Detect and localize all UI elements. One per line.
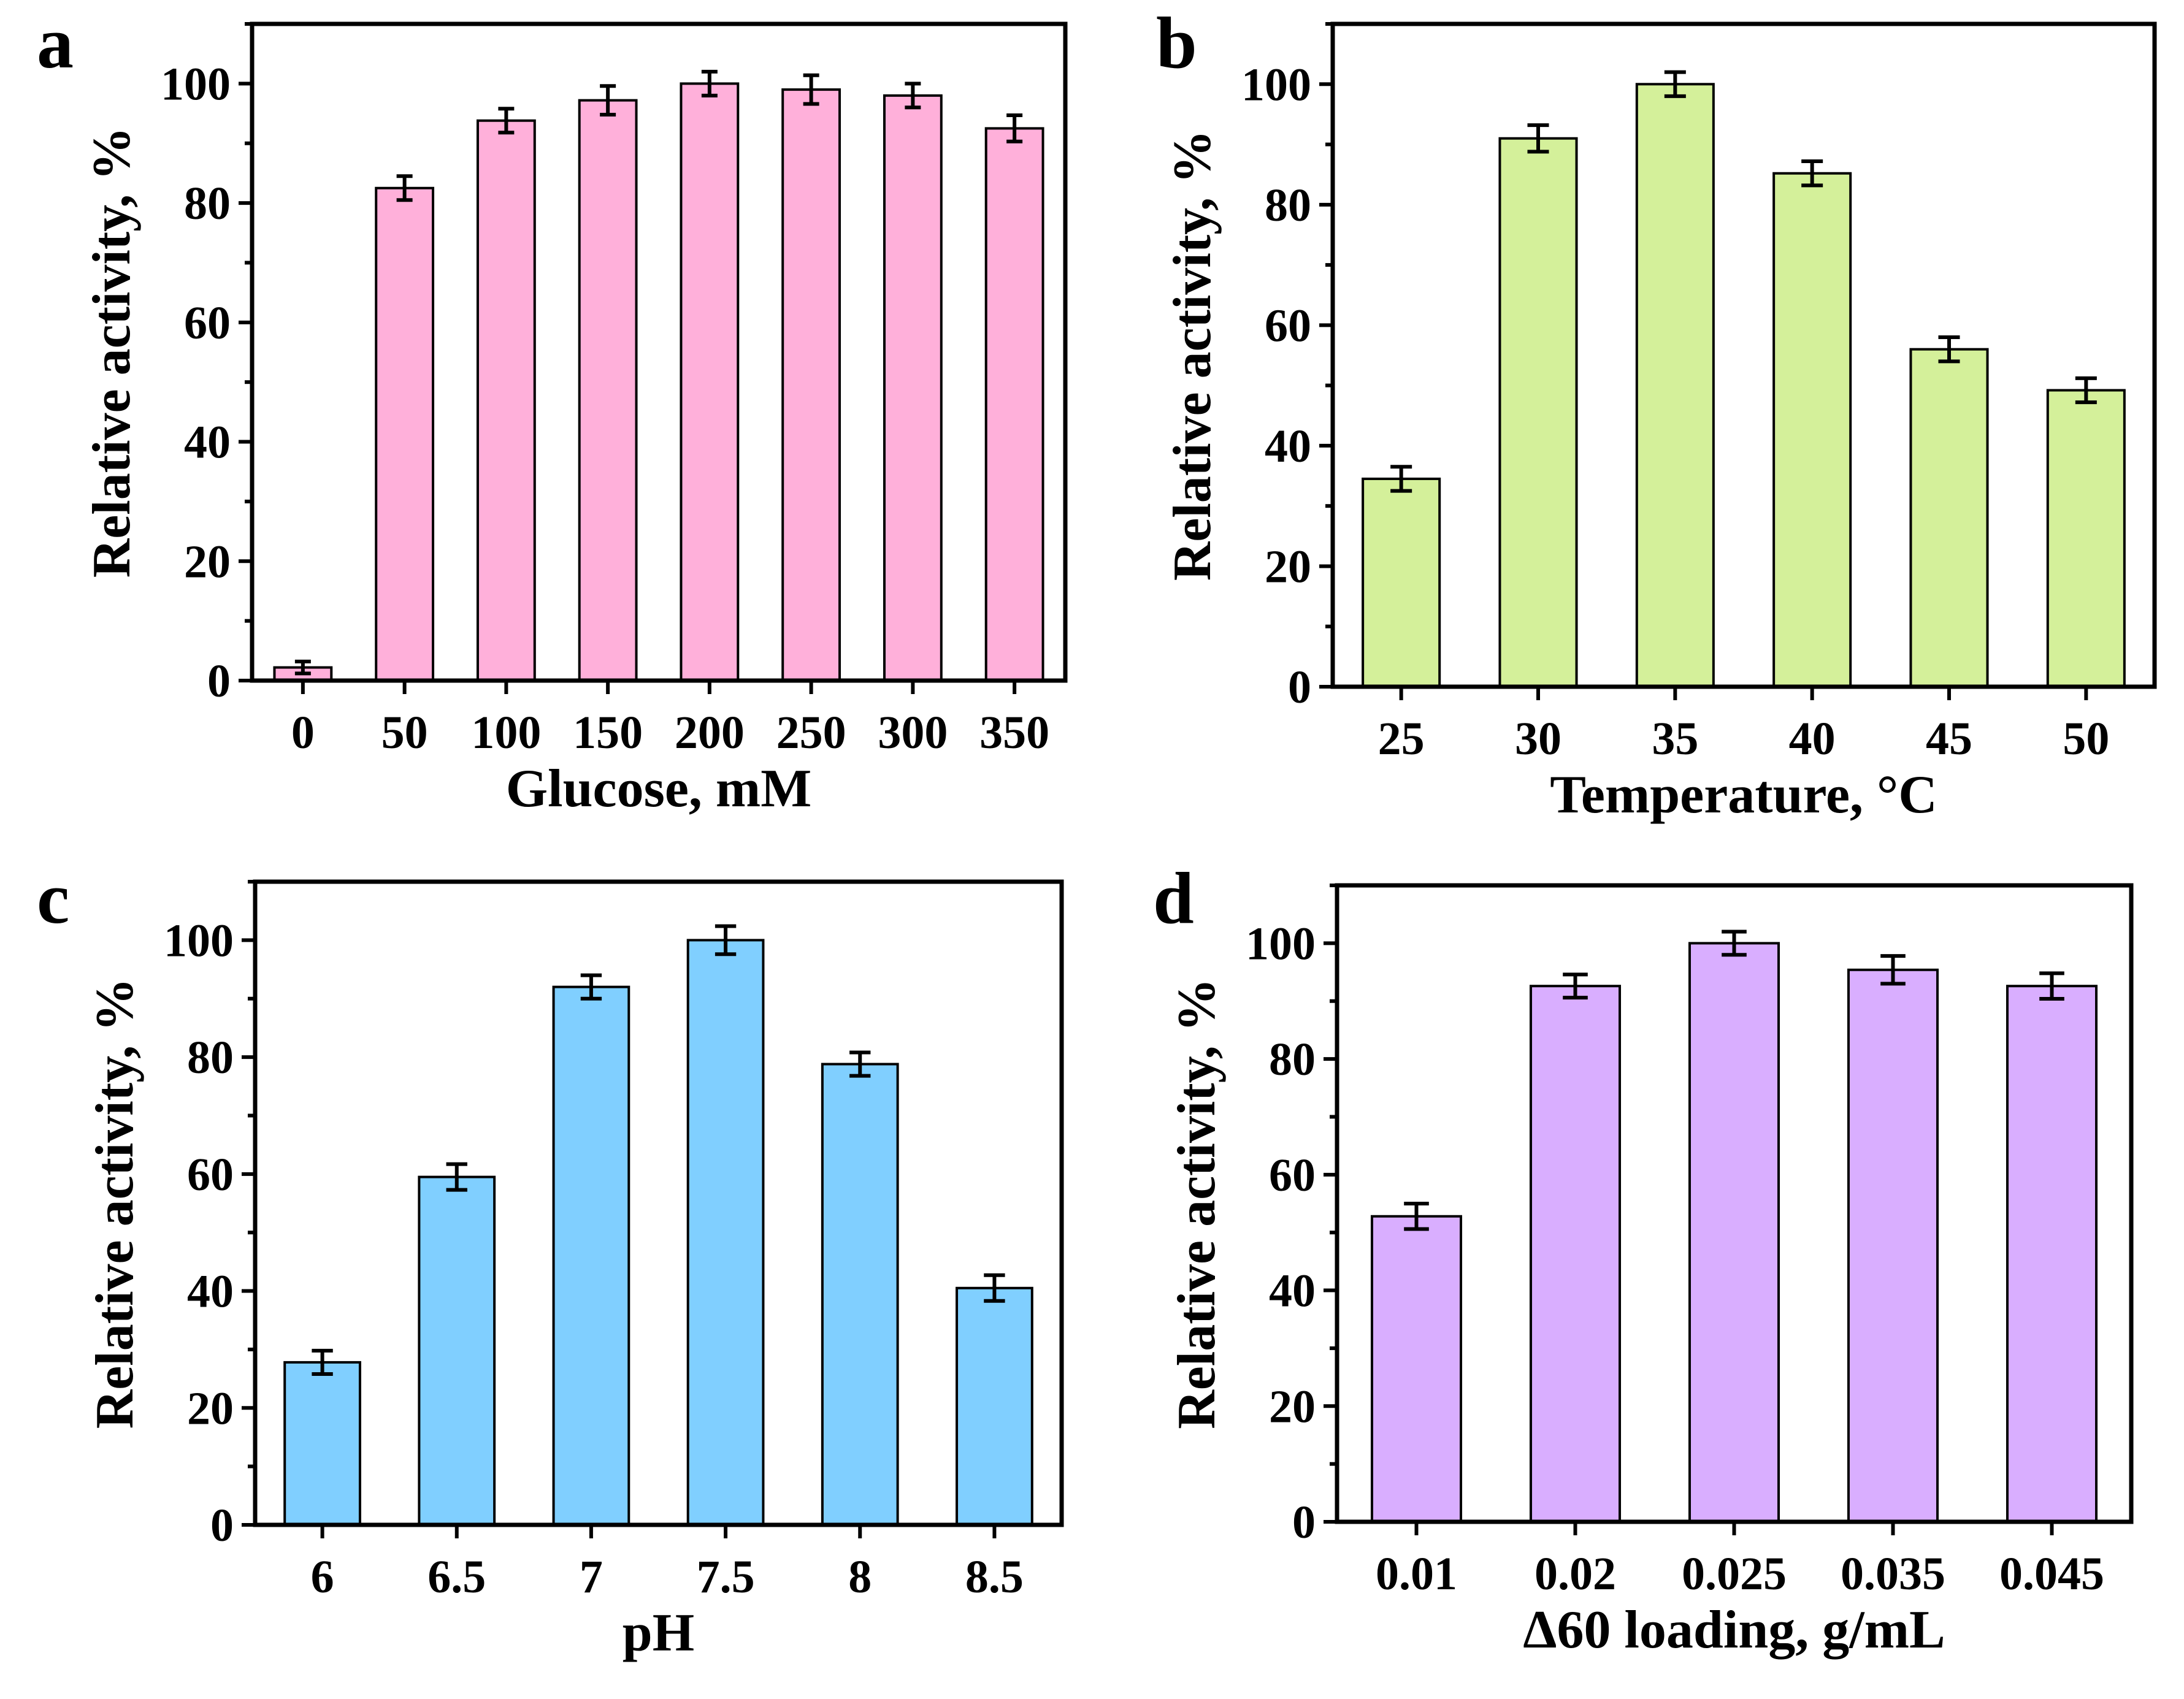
y-tick-label: 20 bbox=[184, 536, 231, 587]
y-tick-label: 80 bbox=[1269, 1034, 1316, 1085]
bar bbox=[686, 939, 765, 1526]
x-tick-label: 100 bbox=[471, 707, 541, 758]
x-tick-label: 30 bbox=[1515, 713, 1561, 765]
x-tick-label: 200 bbox=[675, 707, 745, 758]
y-tick-label: 40 bbox=[184, 417, 231, 468]
bar bbox=[1909, 348, 1989, 688]
bar bbox=[883, 94, 943, 682]
x-tick-label: 250 bbox=[776, 707, 846, 758]
y-tick-label: 60 bbox=[1269, 1150, 1316, 1201]
bar bbox=[2006, 985, 2098, 1523]
x-tick-label: 0.02 bbox=[1535, 1548, 1616, 1600]
y-tick-label: 60 bbox=[1265, 300, 1311, 351]
plot-frame bbox=[253, 879, 1064, 1527]
y-tick-label: 100 bbox=[164, 915, 234, 966]
bar bbox=[283, 1361, 361, 1527]
x-tick-label: 50 bbox=[2063, 713, 2109, 765]
x-tick-label: 0.025 bbox=[1682, 1548, 1787, 1600]
bar bbox=[418, 1175, 496, 1526]
bar bbox=[821, 1063, 899, 1526]
y-tick-label: 0 bbox=[1288, 662, 1311, 713]
x-tick-label: 8.5 bbox=[965, 1551, 1024, 1603]
x-tick-label: 300 bbox=[878, 707, 948, 758]
panel-letter: c bbox=[37, 857, 69, 939]
chart-panel-b: 25 30 35 40 45 50 0 20 40 60 80 100 Temperature, °C R… bbox=[1156, 2, 2157, 825]
plot-frame bbox=[250, 21, 1068, 683]
x-tick-label: 350 bbox=[979, 707, 1049, 758]
bar bbox=[476, 119, 536, 682]
plot-frame bbox=[1335, 883, 2134, 1524]
x-tick-label: 0.035 bbox=[1841, 1548, 1945, 1600]
chart-panel-c: 6 6.5 7 7.5 8 8.5 0 20 40 60 80 100 pH Relative activ… bbox=[37, 857, 1064, 1663]
y-tick-label: 0 bbox=[1292, 1497, 1316, 1548]
x-tick-label: 7 bbox=[580, 1551, 603, 1603]
y-tick-label: 80 bbox=[184, 178, 231, 229]
bar bbox=[1635, 83, 1715, 689]
x-axis-label: Glucose, mM bbox=[506, 759, 812, 819]
bar bbox=[1688, 942, 1780, 1523]
x-tick-label: 6 bbox=[311, 1551, 334, 1603]
bar bbox=[2046, 389, 2126, 688]
panel-letter: b bbox=[1156, 2, 1197, 83]
bar bbox=[1847, 968, 1939, 1523]
bar bbox=[375, 186, 435, 682]
bar bbox=[1362, 477, 1441, 689]
y-tick-label: 100 bbox=[1241, 59, 1311, 110]
x-tick-label: 45 bbox=[1926, 713, 1972, 765]
x-tick-label: 0 bbox=[291, 707, 315, 758]
y-tick-label: 40 bbox=[1269, 1266, 1316, 1317]
y-tick-label: 100 bbox=[1246, 918, 1316, 969]
bar bbox=[984, 127, 1044, 682]
bar bbox=[1498, 137, 1578, 688]
y-tick-label: 20 bbox=[1269, 1381, 1316, 1432]
x-tick-label: 8 bbox=[848, 1551, 872, 1603]
y-tick-label: 80 bbox=[1265, 180, 1311, 231]
y-tick-label: 80 bbox=[187, 1032, 234, 1083]
y-tick-label: 20 bbox=[1265, 541, 1311, 592]
y-axis-label: Relative activity, % bbox=[85, 978, 145, 1429]
panel-letter: a bbox=[37, 2, 74, 83]
x-tick-label: 6.5 bbox=[427, 1551, 486, 1603]
bar bbox=[1370, 1215, 1463, 1523]
y-tick-label: 100 bbox=[161, 58, 231, 110]
y-axis-label: Relative activity, % bbox=[1163, 130, 1222, 581]
x-tick-label: 0.045 bbox=[1999, 1548, 2104, 1600]
y-tick-label: 40 bbox=[1265, 421, 1311, 472]
bar bbox=[680, 82, 740, 682]
x-tick-label: 7.5 bbox=[697, 1551, 755, 1603]
x-axis-label: Δ60 loading, g/mL bbox=[1523, 1600, 1945, 1660]
x-tick-label: 40 bbox=[1789, 713, 1836, 765]
x-axis-label: Temperature, °C bbox=[1550, 765, 1937, 825]
bar bbox=[1529, 985, 1622, 1523]
bar bbox=[578, 99, 638, 682]
y-tick-label: 0 bbox=[210, 1500, 234, 1551]
x-axis-label: pH bbox=[623, 1603, 694, 1663]
bar bbox=[956, 1286, 1033, 1527]
bar bbox=[552, 985, 630, 1526]
bar bbox=[781, 88, 841, 682]
x-tick-label: 50 bbox=[381, 707, 428, 758]
x-tick-label: 35 bbox=[1652, 713, 1698, 765]
y-axis-label: Relative activity, % bbox=[82, 127, 142, 578]
bar bbox=[1772, 172, 1852, 688]
panel-letter: d bbox=[1153, 857, 1194, 939]
y-axis-label: Relative activity, % bbox=[1167, 978, 1227, 1429]
y-tick-label: 60 bbox=[184, 297, 231, 349]
x-tick-label: 0.01 bbox=[1376, 1548, 1457, 1600]
x-tick-label: 150 bbox=[573, 707, 643, 758]
y-tick-label: 0 bbox=[207, 655, 231, 707]
plot-frame bbox=[1330, 21, 2157, 689]
chart-panel-d: 0.01 0.02 0.025 0.035 0.045 0 20 40 60 80 100 Δ60 l… bbox=[1153, 857, 2134, 1660]
y-tick-label: 20 bbox=[187, 1383, 234, 1434]
chart-panel-a: 0 50 100 150 200 250 300 350020406080100Glucose… bbox=[37, 2, 1068, 819]
y-tick-label: 40 bbox=[187, 1266, 234, 1318]
y-tick-label: 60 bbox=[187, 1149, 234, 1201]
x-tick-label: 25 bbox=[1378, 713, 1425, 765]
